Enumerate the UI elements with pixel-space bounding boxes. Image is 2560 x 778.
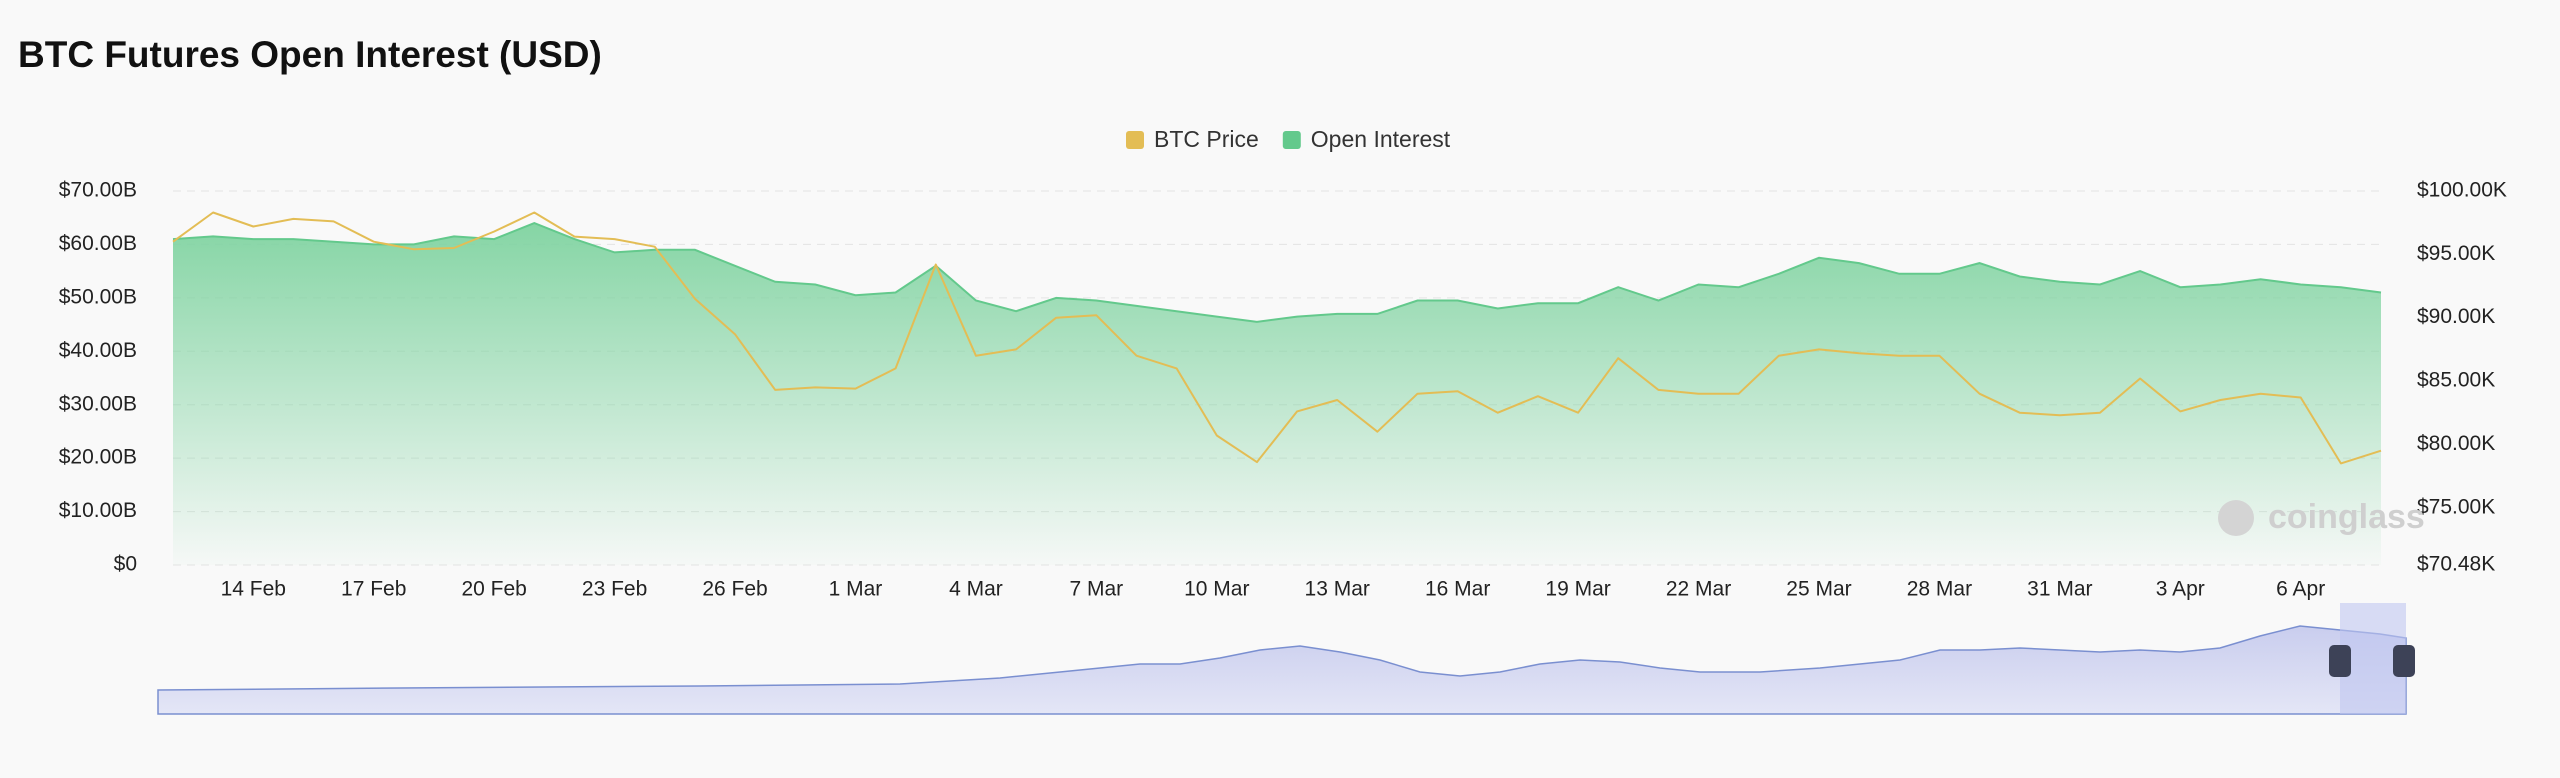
y-tick-label: $40.00B	[59, 339, 137, 362]
x-tick-label: 26 Feb	[702, 578, 767, 601]
x-tick-label: 17 Feb	[341, 578, 406, 601]
legend-swatch	[1282, 131, 1301, 149]
y-tick-label: $20.00B	[59, 446, 137, 469]
x-tick-label: 28 Mar	[1907, 578, 1972, 601]
y2-tick-label: $80.00K	[2417, 432, 2495, 455]
area-line	[172, 222, 2382, 323]
watermark-logo	[2218, 500, 2254, 536]
area	[173, 223, 2381, 565]
x-tick-label: 10 Mar	[1184, 578, 1249, 601]
price-line	[172, 211, 2382, 465]
y-tick-label: $60.00B	[59, 232, 137, 255]
legend-swatch	[1126, 131, 1144, 149]
y-tick-label: $70.00B	[59, 179, 137, 202]
x-tick-label: 23 Feb	[582, 578, 647, 601]
x-tick-label: 3 Apr	[2156, 578, 2205, 601]
x-tick-label: 1 Mar	[829, 578, 883, 601]
y-tick-label: $30.00B	[59, 392, 137, 415]
x-tick-label: 22 Mar	[1666, 578, 1731, 601]
navigator-series	[157, 625, 2407, 715]
y-tick-label: $10.00B	[59, 499, 137, 522]
y2-tick-label: $85.00K	[2417, 369, 2495, 392]
y-tick-label: $50.00B	[59, 285, 137, 308]
x-tick-label: 19 Mar	[1545, 578, 1610, 601]
x-tick-label: 25 Mar	[1786, 578, 1851, 601]
y2-tick-label: $90.00K	[2417, 305, 2495, 328]
navigator-handle[interactable]	[2393, 645, 2415, 677]
chart-title: BTC Futures Open Interest (USD)	[18, 34, 602, 75]
y2-tick-label: $100.00K	[2417, 179, 2507, 202]
legend-label: Open Interest	[1311, 126, 1451, 152]
legend-label: BTC Price	[1154, 126, 1259, 152]
navigator	[157, 603, 2415, 715]
navigator-handle[interactable]	[2329, 645, 2351, 677]
y-tick-label: $0	[114, 553, 137, 576]
x-tick-label: 13 Mar	[1305, 578, 1370, 601]
y2-tick-label: $75.00K	[2417, 495, 2495, 518]
x-tick-label: 6 Apr	[2276, 578, 2325, 601]
x-tick-label: 7 Mar	[1070, 578, 1124, 601]
x-tick-label: 20 Feb	[461, 578, 526, 601]
x-tick-label: 16 Mar	[1425, 578, 1490, 601]
watermark: coinglass	[2268, 498, 2425, 536]
y2-tick-label: $95.00K	[2417, 242, 2495, 265]
x-tick-label: 14 Feb	[221, 578, 286, 601]
x-tick-label: 31 Mar	[2027, 578, 2092, 601]
y2-tick-label: $70.48K	[2417, 553, 2495, 576]
legend: BTC Price Open Interest	[1126, 126, 1451, 152]
plot	[172, 211, 2382, 565]
x-tick-label: 4 Mar	[949, 578, 1003, 601]
